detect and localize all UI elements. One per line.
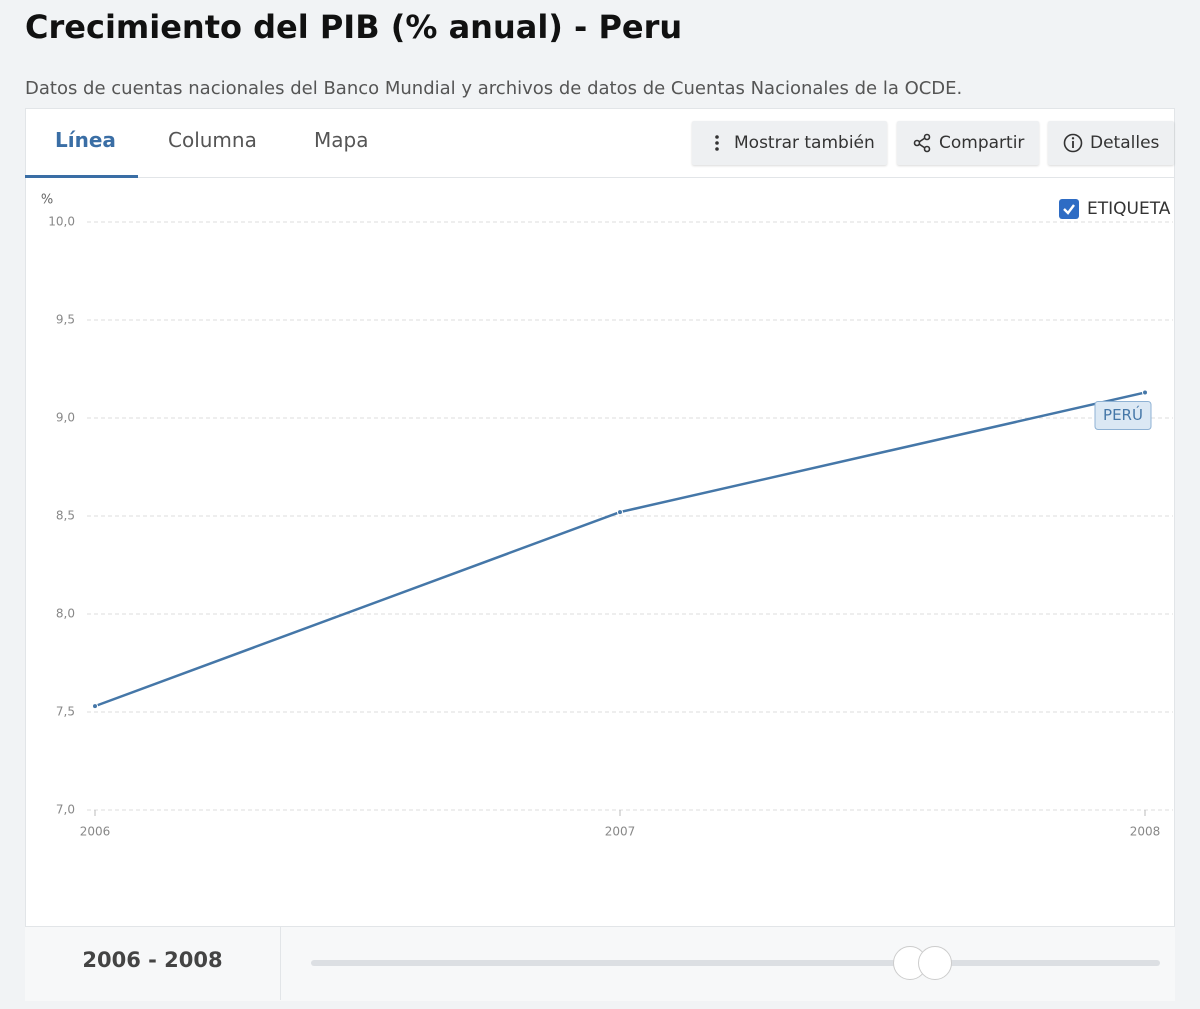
x-tick-label: 2008 <box>1130 825 1161 839</box>
y-tick-label: 7,0 <box>56 803 75 817</box>
button[interactable]: Detalles <box>1048 121 1174 165</box>
y-tick-label: 10,0 <box>48 215 75 229</box>
tab[interactable]: Línea <box>55 128 116 152</box>
button-label: Detalles <box>1090 133 1160 153</box>
tab[interactable]: Columna <box>168 128 257 152</box>
page-subtitle: Datos de cuentas nacionales del Banco Mu… <box>25 78 963 99</box>
point <box>617 509 623 516</box>
range-label: 2006 - 2008 <box>82 948 223 972</box>
checkbox-label: ETIQUETA <box>1087 199 1171 219</box>
card <box>25 108 1175 1000</box>
page-title: Crecimiento del PIB (% anual) - Peru <box>25 8 683 46</box>
slider-handle[interactable] <box>918 946 952 980</box>
y-tick-label: 8,0 <box>56 607 75 621</box>
slider-track <box>311 960 1160 966</box>
tab-underline <box>25 175 138 178</box>
tab[interactable]: Mapa <box>314 128 369 152</box>
checkbox[interactable] <box>1059 199 1079 219</box>
button[interactable]: Compartir <box>897 121 1039 165</box>
point <box>92 703 98 710</box>
y-tick-label: 9,5 <box>56 313 75 327</box>
series-label: PERÚ <box>1103 405 1143 424</box>
y-tick-label: 9,0 <box>56 411 75 425</box>
range-box <box>25 927 281 1000</box>
x-tick-label: 2007 <box>605 825 636 839</box>
point <box>1142 389 1148 396</box>
button[interactable]: Mostrar también <box>692 121 887 165</box>
x-tick-label: 2006 <box>80 825 111 839</box>
series-label-box <box>1094 401 1152 431</box>
button-label: Mostrar también <box>734 133 875 153</box>
button-label: Compartir <box>939 133 1025 153</box>
series-line <box>94 391 1146 708</box>
divider <box>25 177 1175 178</box>
y-tick-label: 8,5 <box>56 509 75 523</box>
y-tick-label: 7,5 <box>56 705 75 719</box>
chart: % 7,0 7,5 8,0 8,5 9,0 9,5 10,0 2006 2007 2008 PERÚ <box>41 193 1173 839</box>
y-axis-label: % <box>41 193 53 208</box>
